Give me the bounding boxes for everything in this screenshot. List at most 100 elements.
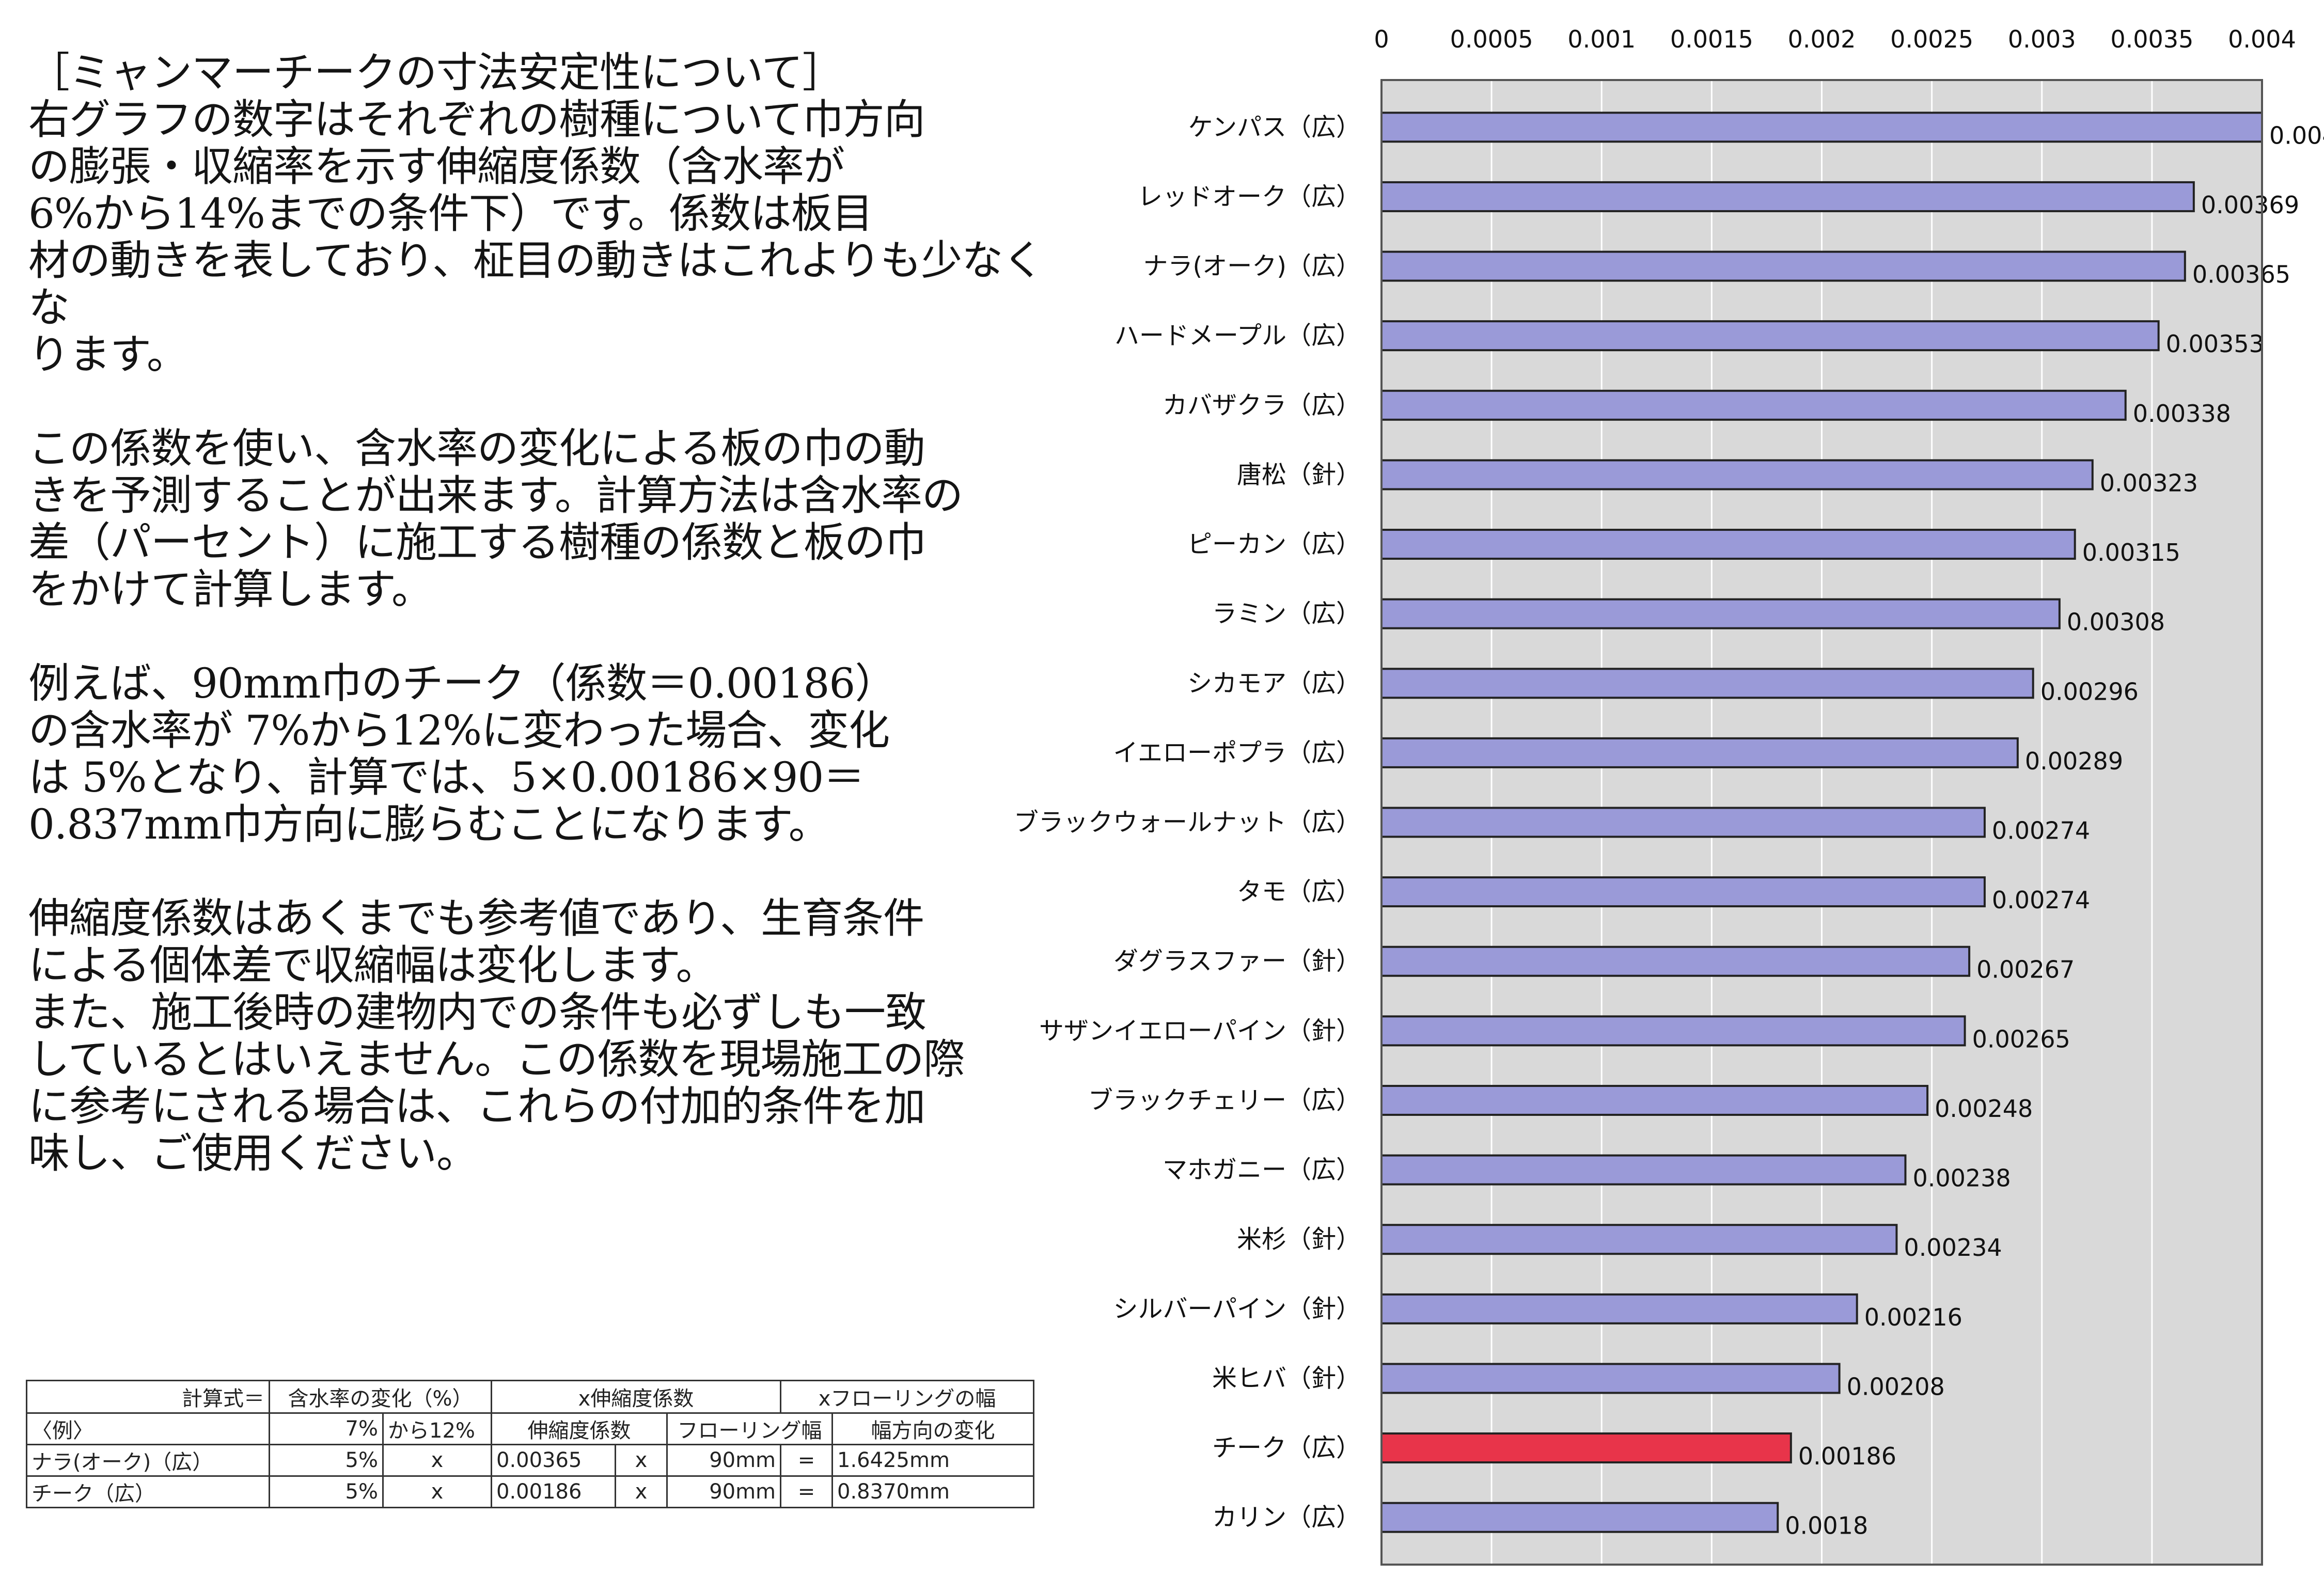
formula-header-row: 計算式＝ 含水率の変化（%） x伸縮度係数 xフローリングの幅 bbox=[26, 1380, 1035, 1414]
description-title-and-intro: ［ミャンマーチークの寸法安定性について］ 右グラフの数字はそれぞれの樹種について… bbox=[28, 49, 1051, 378]
flooring-width-value: 90mm bbox=[666, 1475, 782, 1508]
data-label: 0.00248 bbox=[1935, 1095, 2033, 1123]
description-paragraph-4: 伸縮度係数はあくまでも参考値であり、生育条件 による個体差で収縮幅は変化します。… bbox=[28, 894, 965, 1177]
bar bbox=[1380, 737, 2019, 768]
category-label: ラミン（広） bbox=[1212, 600, 1361, 628]
data-label: 0.00308 bbox=[2067, 608, 2165, 636]
bar bbox=[1380, 1084, 1929, 1116]
bar bbox=[1380, 598, 2061, 629]
category-label: マホガニー（広） bbox=[1163, 1156, 1361, 1185]
multiply-sign: x bbox=[615, 1475, 668, 1508]
data-label: 0.004 bbox=[2269, 121, 2324, 149]
bar bbox=[1380, 1432, 1792, 1464]
category-labels: ケンパス（広） レッドオーク（広） ナラ(オーク)（広） ハードメープル（広） カバザク… bbox=[1014, 113, 1361, 1532]
formula-row: ナラ(オーク)（広） 5% x 0.00365 x 90mm = 1.6425m… bbox=[26, 1444, 1035, 1477]
data-label: 0.00323 bbox=[2100, 469, 2198, 497]
category-label: シカモア（広） bbox=[1187, 669, 1361, 698]
coefficient-value: 0.00186 bbox=[491, 1475, 617, 1508]
data-label: 0.00216 bbox=[1864, 1303, 1962, 1331]
data-label: 0.00274 bbox=[1992, 817, 2090, 845]
category-label: イエローポプラ（広） bbox=[1113, 738, 1361, 767]
category-label: チーク（広） bbox=[1212, 1433, 1361, 1462]
category-label: 米杉（針） bbox=[1237, 1225, 1361, 1254]
data-label: 0.00365 bbox=[2192, 261, 2290, 289]
bar bbox=[1380, 945, 1971, 977]
category-label: ブラックウォールナット（広） bbox=[1014, 808, 1361, 837]
bar bbox=[1380, 389, 2127, 421]
species-name: チーク（広） bbox=[26, 1475, 270, 1508]
category-label: カバザクラ（広） bbox=[1163, 391, 1361, 420]
formula-row: チーク（広） 5% x 0.00186 x 90mm = 0.8370mm bbox=[26, 1475, 1035, 1508]
x-tick-label: 0.0005 bbox=[1450, 25, 1533, 53]
data-label: 0.00186 bbox=[1798, 1442, 1896, 1470]
formula-subheader-row: 〈例〉 7% から12% 伸縮度係数 フローリング幅 幅方向の変化 bbox=[26, 1412, 1035, 1445]
bar bbox=[1380, 529, 2076, 560]
category-label: サザンイエローパイン（針） bbox=[1039, 1016, 1361, 1045]
bar bbox=[1380, 1502, 1779, 1533]
formula-label: 計算式＝ bbox=[26, 1380, 270, 1414]
coefficient-header: 伸縮度係数 bbox=[491, 1412, 668, 1445]
species-name: ナラ(オーク)（広） bbox=[26, 1444, 270, 1477]
bar bbox=[1380, 181, 2195, 212]
data-label: 0.00267 bbox=[1976, 956, 2075, 984]
data-label: 0.0018 bbox=[1785, 1512, 1868, 1540]
width-change-header: 幅方向の変化 bbox=[831, 1412, 1035, 1445]
data-label: 0.00208 bbox=[1847, 1373, 1945, 1400]
x-tick-label: 0 bbox=[1374, 25, 1389, 53]
x-tick-label: 0.0035 bbox=[2110, 25, 2193, 53]
equals-sign: = bbox=[780, 1444, 834, 1477]
coefficient-value: 0.00365 bbox=[491, 1444, 617, 1477]
calculation-formula-table: 計算式＝ 含水率の変化（%） x伸縮度係数 xフローリングの幅 〈例〉 7% か… bbox=[26, 1380, 1035, 1508]
category-label: ピーカン（広） bbox=[1187, 530, 1361, 559]
bars bbox=[1380, 112, 2263, 1533]
bar bbox=[1380, 1015, 1966, 1047]
x-tick-label: 0.002 bbox=[1788, 25, 1856, 53]
moisture-from: 7% bbox=[269, 1412, 384, 1445]
bar bbox=[1380, 807, 1986, 838]
x-tick-label: 0.0025 bbox=[1890, 25, 1973, 53]
description-title: ［ミャンマーチークの寸法安定性について］ bbox=[28, 49, 844, 97]
description-text-panel: ［ミャンマーチークの寸法安定性について］ 右グラフの数字はそれぞれの樹種について… bbox=[28, 49, 1051, 1224]
moisture-diff: 5% bbox=[269, 1444, 384, 1477]
bar bbox=[1380, 1363, 1841, 1394]
data-label: 0.00234 bbox=[1904, 1234, 2002, 1261]
category-label: ハードメープル（広） bbox=[1114, 321, 1361, 350]
data-label: 0.00338 bbox=[2133, 400, 2231, 428]
bar bbox=[1380, 668, 2034, 699]
data-label: 0.00289 bbox=[2025, 747, 2123, 775]
bar bbox=[1380, 1293, 1858, 1324]
width-change-result: 1.6425mm bbox=[831, 1444, 1035, 1477]
description-paragraph-3: 例えば、90mm巾のチーク（係数＝0.00186） の含水率が 7%から12%に… bbox=[28, 659, 896, 848]
x-tick-label: 0.004 bbox=[2228, 25, 2296, 53]
data-label: 0.00315 bbox=[2082, 539, 2180, 566]
data-label: 0.00265 bbox=[1972, 1025, 2070, 1053]
x-tick-label: 0.0015 bbox=[1670, 25, 1753, 53]
value-labels: 0.004 0.00369 0.00365 0.00353 0.00338 0.00323… bbox=[1785, 121, 2324, 1539]
category-label: シルバーパイン（針） bbox=[1113, 1295, 1361, 1323]
category-label: 米ヒバ（針） bbox=[1212, 1364, 1361, 1393]
plot-frame bbox=[1380, 79, 2263, 1566]
multiply-sign: x bbox=[382, 1444, 493, 1477]
category-label: レッドオーク（広） bbox=[1138, 182, 1361, 211]
data-label: 0.00238 bbox=[1912, 1164, 2011, 1192]
example-label: 〈例〉 bbox=[26, 1412, 270, 1445]
data-label: 0.00353 bbox=[2166, 330, 2264, 358]
category-label: 唐松（針） bbox=[1237, 460, 1361, 489]
category-label: ブラックチェリー（広） bbox=[1088, 1086, 1361, 1115]
formula-moisture-change: 含水率の変化（%） bbox=[268, 1380, 493, 1414]
bar bbox=[1380, 1224, 1898, 1255]
description-paragraph-2: この係数を使い、含水率の変化による板の巾の動 きを予測することが出来ます。計算方… bbox=[28, 424, 963, 613]
bar bbox=[1380, 459, 2094, 491]
category-label: ケンパス（広） bbox=[1188, 113, 1361, 141]
bar bbox=[1380, 112, 2263, 143]
description-paragraph-1: 右グラフの数字はそれぞれの樹種について巾方向 の膨張・収縮率を示す伸縮度係数（含… bbox=[28, 96, 1044, 378]
equals-sign: = bbox=[780, 1475, 834, 1508]
category-label: ダグラスファー（針） bbox=[1113, 947, 1361, 976]
x-tick-label: 0.003 bbox=[2008, 25, 2076, 53]
bar bbox=[1380, 876, 1986, 908]
category-label: ナラ(オーク)（広） bbox=[1143, 252, 1361, 281]
category-label: カリン（広） bbox=[1212, 1503, 1361, 1532]
flooring-width-value: 90mm bbox=[666, 1444, 782, 1477]
bar bbox=[1380, 1154, 1907, 1186]
formula-coefficient: x伸縮度係数 bbox=[491, 1380, 782, 1414]
